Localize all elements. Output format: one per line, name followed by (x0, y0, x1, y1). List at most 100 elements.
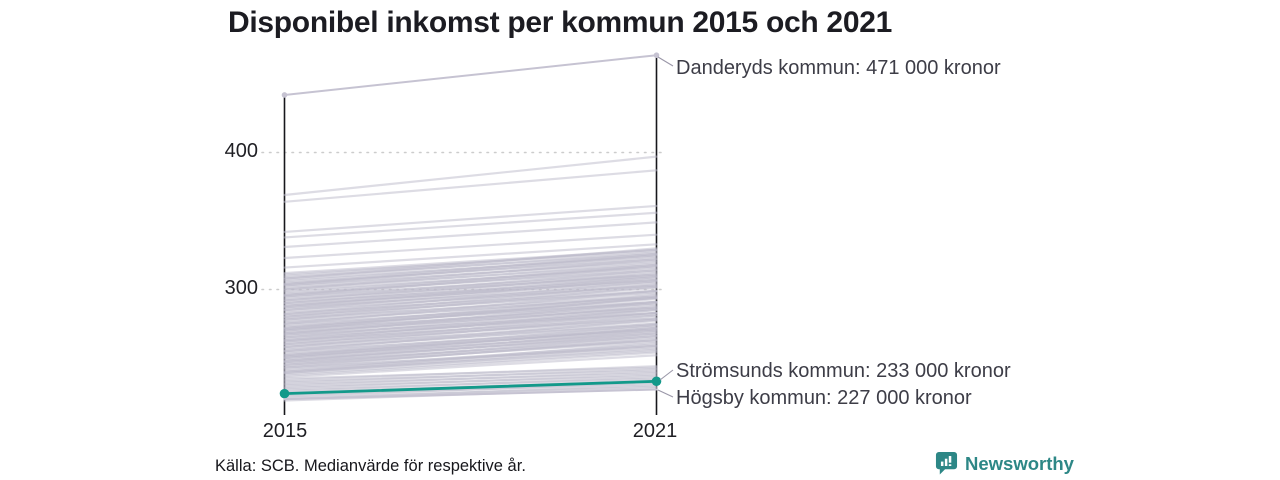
slope-line (283, 295, 658, 320)
slope-line (283, 278, 658, 303)
slope-line (283, 329, 658, 355)
slope-line (283, 314, 658, 343)
slope-line (283, 282, 658, 318)
slope-line (283, 252, 658, 279)
slope-line (283, 297, 658, 327)
slope-line (283, 300, 658, 335)
slope-line (283, 366, 658, 380)
slope-line (283, 313, 658, 339)
slope-line (283, 287, 658, 316)
slope-line (283, 337, 658, 369)
slope-line (283, 254, 658, 287)
slope-line (283, 291, 658, 317)
slope-line (283, 354, 658, 379)
slope-line (283, 281, 658, 310)
slope-line (283, 280, 658, 306)
slope-line (283, 347, 658, 375)
slope-line (283, 256, 658, 286)
slope-line (283, 278, 658, 308)
slope-line (283, 339, 658, 368)
slope-line (283, 274, 658, 301)
slope-line (283, 263, 658, 290)
newsworthy-logo-icon (935, 452, 958, 475)
slope-line (283, 373, 658, 390)
slope-line (283, 204, 658, 234)
slope-line (283, 261, 658, 287)
slope-line (283, 348, 658, 373)
slope-line (283, 329, 658, 362)
slope-line (283, 169, 658, 203)
slope-line (283, 285, 658, 321)
endpoint-dot-Strömsunds kommun (279, 388, 290, 399)
slope-line (283, 318, 658, 345)
slope-line (283, 326, 658, 358)
slope-line (283, 211, 658, 239)
annotation-hogsby: Högsby kommun: 227 000 kronor (676, 387, 972, 409)
slope-line (283, 285, 658, 312)
slope-line (283, 322, 658, 351)
newsworthy-brand: Newsworthy (935, 451, 1074, 476)
annotation-stromsund: Strömsunds kommun: 233 000 kronor (676, 360, 1011, 382)
slope-line (283, 384, 658, 401)
slope-line (283, 296, 658, 332)
slope-line (283, 251, 658, 280)
slope-line (283, 334, 658, 366)
slope-line (283, 273, 658, 302)
slope-line (283, 271, 658, 305)
slope-line (283, 262, 658, 291)
y-axis-tick-400: 400 (224, 140, 258, 162)
annotation-connector-stromsund (659, 369, 674, 381)
slope-line (283, 302, 658, 328)
slope-line (283, 328, 658, 353)
slope-line (283, 289, 658, 325)
slope-line (283, 367, 658, 384)
slope-line (283, 307, 658, 334)
slope-line-Högsby kommun (283, 388, 658, 401)
slope-line (283, 339, 658, 364)
slope-line (283, 265, 658, 294)
slope-line (283, 269, 658, 302)
slope-line (283, 322, 658, 347)
slope-line (283, 385, 658, 399)
slope-line (283, 344, 658, 375)
slope-line (283, 266, 658, 292)
endpoint-dot-Danderyds kommun (653, 52, 660, 59)
slope-line (283, 248, 658, 275)
slope-line (283, 270, 658, 299)
slope-line (283, 332, 658, 364)
slope-line (283, 248, 658, 277)
slope-line (283, 274, 658, 308)
slope-line (283, 247, 658, 280)
slope-line (283, 276, 658, 309)
slope-line (283, 328, 658, 357)
slope-line (283, 382, 658, 397)
slope-line (283, 304, 658, 339)
slope-line (283, 319, 658, 349)
slope-line (283, 293, 658, 329)
slope-line (283, 289, 658, 314)
slope-line (283, 345, 658, 369)
slope-line (283, 317, 658, 342)
slope-line (283, 302, 658, 336)
slope-line (283, 300, 658, 329)
newsworthy-logo-text: Newsworthy (965, 452, 1074, 474)
slope-line (283, 280, 658, 316)
slope-line (283, 306, 658, 331)
endpoint-dot-Danderyds kommun (281, 92, 288, 98)
slope-line (283, 296, 658, 331)
slope-line (283, 233, 658, 260)
slope-line (283, 376, 658, 392)
slope-line (283, 344, 658, 372)
slope-line (283, 276, 658, 305)
slope-line (283, 325, 658, 354)
slope-line (283, 303, 658, 332)
slope-line (283, 273, 658, 298)
slope-line (283, 308, 658, 338)
endpoint-dot-Strömsunds kommun (651, 376, 662, 387)
slope-line (283, 284, 658, 309)
x-axis-tick-2021: 2021 (632, 420, 678, 442)
slope-line (283, 330, 658, 360)
slope-line (283, 295, 658, 324)
slope-line (283, 155, 658, 197)
